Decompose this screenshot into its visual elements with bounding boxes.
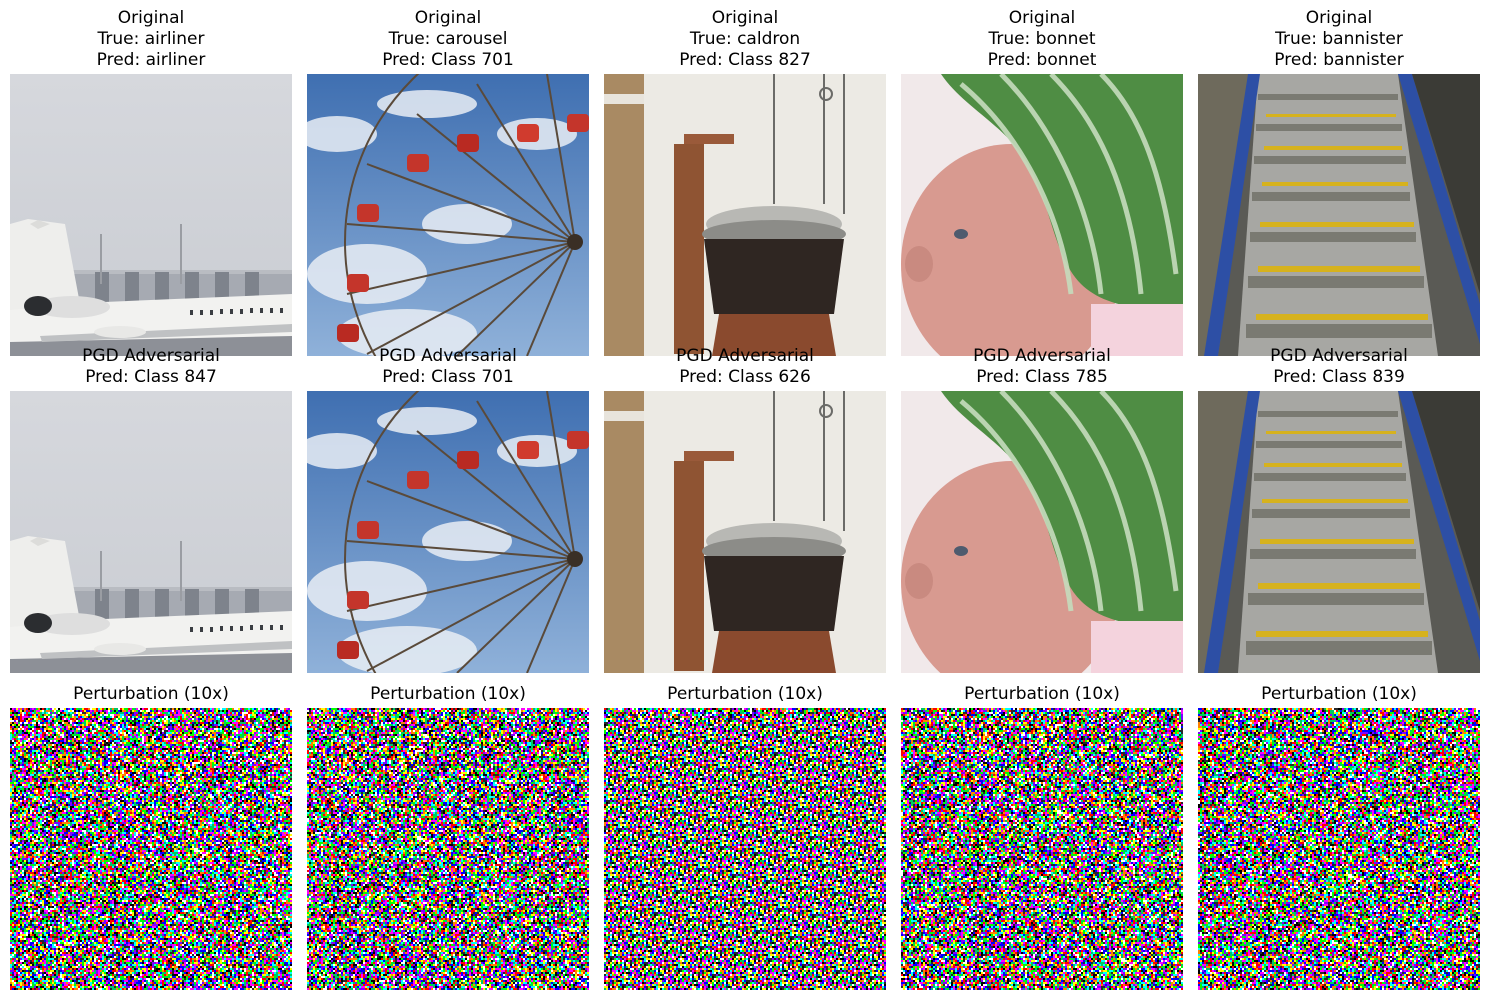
adversarial-ferris-wheel-image — [307, 391, 589, 673]
pred-label: Pred: Class 626 — [679, 367, 811, 387]
cell-title: PGD Adversarial — [676, 346, 814, 366]
perturbation-noise — [1198, 708, 1480, 990]
title-original-4: Original True: bonnet Pred: bonnet — [901, 8, 1183, 71]
title-adversarial-2: PGD Adversarial Pred: Class 701 — [307, 346, 589, 388]
bonnet-image — [901, 74, 1183, 356]
true-label: True: caldron — [689, 29, 801, 49]
perturbation-noise — [307, 708, 589, 990]
perturbation-image-5 — [1198, 708, 1480, 990]
cell-title: PGD Adversarial — [973, 346, 1111, 366]
title-perturbation-2: Perturbation (10x) — [370, 684, 526, 704]
escalator-image — [1198, 74, 1480, 356]
true-label: True: bonnet — [988, 29, 1096, 49]
pred-label: Pred: Class 839 — [1273, 367, 1405, 387]
cell-title: Original — [1008, 8, 1076, 28]
perturbation-image-3 — [604, 708, 886, 990]
title-perturbation-4: Perturbation (10x) — [964, 684, 1120, 704]
title-adversarial-5: PGD Adversarial Pred: Class 839 — [1198, 346, 1480, 388]
title-adversarial-3: PGD Adversarial Pred: Class 626 — [604, 346, 886, 388]
title-original-2: Original True: carousel Pred: Class 701 — [307, 8, 589, 71]
pred-label: Pred: Class 701 — [382, 367, 514, 387]
adversarial-escalator-image — [1198, 391, 1480, 673]
perturbation-noise — [10, 708, 292, 990]
perturbation-noise — [901, 708, 1183, 990]
pred-label: Pred: airliner — [96, 50, 206, 70]
title-original-5: Original True: bannister Pred: bannister — [1198, 8, 1480, 71]
cell-title: PGD Adversarial — [379, 346, 517, 366]
title-adversarial-4: PGD Adversarial Pred: Class 785 — [901, 346, 1183, 388]
title-original-3: Original True: caldron Pred: Class 827 — [604, 8, 886, 71]
caldron-image — [604, 74, 886, 356]
escalator-picture — [1198, 74, 1480, 356]
adversarial-bonnet-image — [901, 391, 1183, 673]
perturbation-image-4 — [901, 708, 1183, 990]
escalator-picture — [1198, 391, 1480, 673]
bonnet-picture — [901, 391, 1183, 673]
adversarial-airliner-image — [10, 391, 292, 673]
title-perturbation-1: Perturbation (10x) — [73, 684, 229, 704]
cell-title: Original — [414, 8, 482, 28]
cell-title: PGD Adversarial — [1270, 346, 1408, 366]
pred-label: Pred: Class 847 — [85, 367, 217, 387]
true-label: True: bannister — [1275, 29, 1403, 49]
caldron-picture — [604, 391, 886, 673]
caldron-picture — [604, 74, 886, 356]
ferris-wheel-picture — [307, 391, 589, 673]
true-label: True: airliner — [97, 29, 205, 49]
perturbation-image-1 — [10, 708, 292, 990]
pred-label: Pred: bonnet — [987, 50, 1097, 70]
ferris-wheel-image — [307, 74, 589, 356]
true-label: True: carousel — [388, 29, 508, 49]
title-original-1: Original True: airliner Pred: airliner — [10, 8, 292, 71]
title-perturbation-3: Perturbation (10x) — [667, 684, 823, 704]
ferris-wheel-picture — [307, 74, 589, 356]
airliner-picture — [10, 74, 292, 356]
pred-label: Pred: Class 701 — [382, 50, 514, 70]
cell-title: Original — [117, 8, 185, 28]
perturbation-noise — [604, 708, 886, 990]
pred-label: Pred: Class 827 — [679, 50, 811, 70]
cell-title: Original — [711, 8, 779, 28]
pred-label: Pred: bannister — [1274, 50, 1404, 70]
title-adversarial-1: PGD Adversarial Pred: Class 847 — [10, 346, 292, 388]
airliner-picture — [10, 391, 292, 673]
cell-title: Original — [1305, 8, 1373, 28]
adversarial-caldron-image — [604, 391, 886, 673]
pred-label: Pred: Class 785 — [976, 367, 1108, 387]
title-perturbation-5: Perturbation (10x) — [1261, 684, 1417, 704]
perturbation-image-2 — [307, 708, 589, 990]
airliner-image — [10, 74, 292, 356]
cell-title: PGD Adversarial — [82, 346, 220, 366]
bonnet-picture — [901, 74, 1183, 356]
